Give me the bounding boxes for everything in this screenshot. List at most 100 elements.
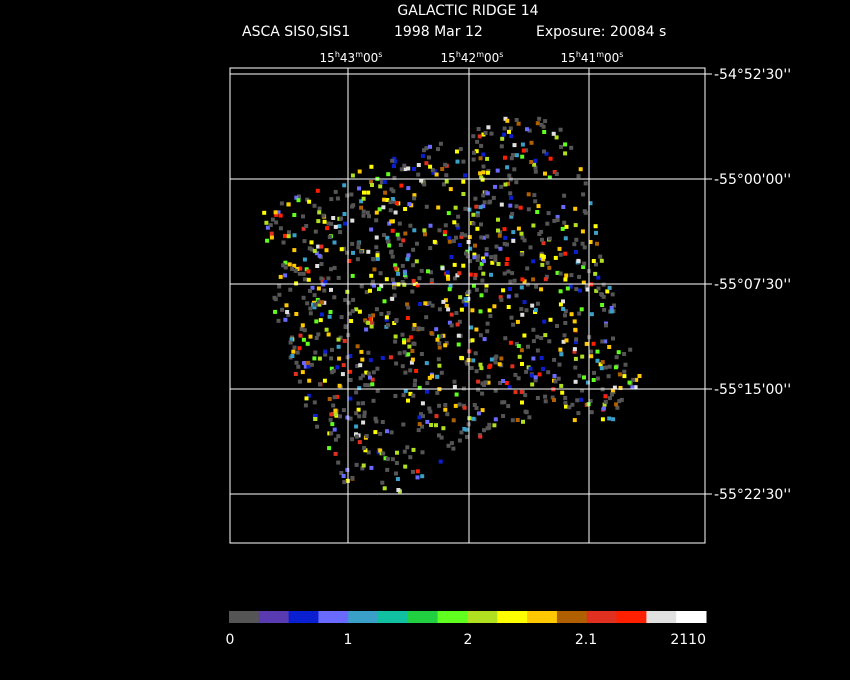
pixel xyxy=(390,228,395,233)
pixel xyxy=(499,202,504,207)
pixel xyxy=(478,362,483,367)
pixel xyxy=(451,446,456,451)
pixel xyxy=(368,358,373,363)
pixel xyxy=(429,278,434,283)
pixel xyxy=(577,311,582,316)
pixel xyxy=(332,265,337,270)
pixel xyxy=(336,460,341,465)
pixel xyxy=(574,249,578,254)
pixel xyxy=(533,308,538,312)
pixel xyxy=(489,272,493,277)
pixel xyxy=(575,398,580,403)
pixel xyxy=(291,349,296,354)
pixel xyxy=(362,446,367,450)
pixel xyxy=(411,469,415,474)
pixel xyxy=(510,211,515,216)
pixel xyxy=(486,374,491,379)
pixel xyxy=(345,415,350,420)
pixel xyxy=(383,190,388,195)
pixel xyxy=(493,254,498,259)
pixel xyxy=(294,195,299,200)
pixel xyxy=(479,261,484,266)
pixel xyxy=(564,273,569,278)
pixel xyxy=(432,239,437,244)
pixel xyxy=(337,383,342,388)
pixel xyxy=(463,297,468,302)
pixel xyxy=(394,361,399,366)
pixel xyxy=(476,254,481,259)
pixel xyxy=(329,197,334,202)
pixel xyxy=(457,271,462,276)
pixel xyxy=(582,261,587,266)
pixel xyxy=(488,314,493,318)
pixel xyxy=(610,292,615,297)
pixel xyxy=(386,323,390,328)
pixel xyxy=(437,228,442,233)
pixel xyxy=(331,216,336,220)
pixel xyxy=(296,198,301,203)
pixel xyxy=(556,376,561,381)
pixel xyxy=(462,405,467,410)
pixel xyxy=(537,232,542,236)
pixel xyxy=(312,305,317,310)
pixel xyxy=(528,366,533,371)
pixel xyxy=(485,234,490,239)
pixel xyxy=(472,403,477,407)
pixel xyxy=(294,360,299,365)
pixel xyxy=(501,288,506,293)
pixel xyxy=(485,170,490,175)
pixel xyxy=(301,337,306,342)
pixel xyxy=(478,171,483,176)
pixel xyxy=(506,269,511,274)
colorbar-swatch xyxy=(527,611,558,623)
pixel xyxy=(561,339,566,344)
pixel xyxy=(287,230,291,235)
pixel xyxy=(604,323,608,328)
pixel xyxy=(481,204,486,209)
pixel xyxy=(533,165,538,170)
pixel xyxy=(369,273,374,278)
pixel xyxy=(523,393,528,398)
dec-labels: -54°52'30'' -55°00'00'' -55°07'30'' -55°15'… xyxy=(714,67,791,503)
pixel xyxy=(428,246,433,251)
pixel xyxy=(525,127,529,132)
pixel xyxy=(452,384,457,389)
colorbar-swatch xyxy=(258,611,290,623)
pixel xyxy=(532,162,537,167)
pixel xyxy=(564,224,569,229)
pixel xyxy=(447,287,452,292)
pixel xyxy=(283,265,288,270)
pixel xyxy=(326,221,331,226)
pixel xyxy=(558,302,563,307)
pixel xyxy=(580,354,585,359)
pixel xyxy=(455,223,460,228)
pixel xyxy=(394,319,399,323)
pixel xyxy=(416,163,421,167)
pixel xyxy=(496,217,500,222)
colorbar-swatch xyxy=(288,611,319,623)
pixel xyxy=(273,297,278,302)
pixel xyxy=(350,309,355,314)
pixel xyxy=(473,196,478,201)
pixel xyxy=(393,210,398,215)
pixel xyxy=(437,307,442,312)
pixel xyxy=(532,193,537,198)
pixel xyxy=(578,167,583,172)
colorbar-swatch xyxy=(348,611,379,623)
pixel xyxy=(519,252,524,257)
pixel xyxy=(637,374,642,378)
pixel xyxy=(434,327,439,332)
pixel xyxy=(615,405,620,410)
pixel xyxy=(481,164,486,169)
pixel xyxy=(304,224,309,228)
pixel xyxy=(411,326,416,331)
pixel xyxy=(509,134,514,139)
pixel xyxy=(430,374,435,379)
pixel xyxy=(375,388,380,393)
pixel xyxy=(496,228,500,233)
pixel xyxy=(390,296,395,301)
pixel xyxy=(519,389,524,394)
pixel xyxy=(457,243,462,247)
pixel xyxy=(458,147,463,152)
pixel xyxy=(455,273,460,278)
